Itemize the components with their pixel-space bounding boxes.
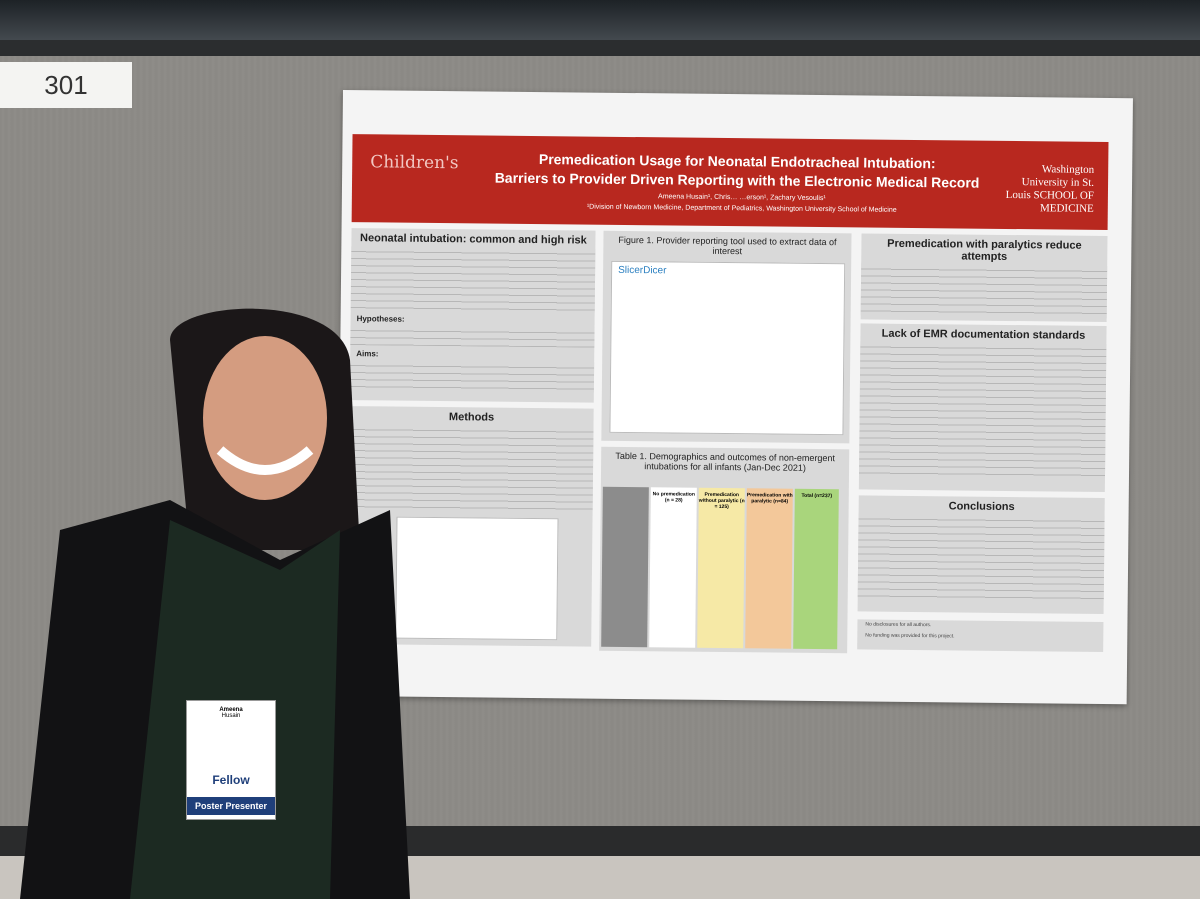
table1-caption: Table 1. Demographics and outcomes of no… (615, 450, 836, 473)
badge-role: Poster Presenter (187, 797, 275, 815)
washu-logo: Washington University in St. Louis SCHOO… (1005, 163, 1095, 215)
board-frame (0, 40, 1200, 58)
paralytics-panel: Premedication with paralytics reduce att… (860, 233, 1108, 323)
table1: No premedication (n = 28) Premedication … (601, 486, 843, 650)
name-badge: Ameena Husain Fellow Poster Presenter (186, 700, 276, 820)
table1-col-without: Premedication without paralytic (n = 125… (697, 487, 745, 649)
table1-col-with: Premedication with paralytic (n=84) (745, 488, 793, 649)
slicerdicer-label: SlicerDicer (618, 264, 667, 277)
disclosures-panel: No disclosures for all authors. No fundi… (857, 619, 1104, 652)
badge-surname: Husain (221, 713, 241, 719)
presenter-person (20, 308, 410, 899)
figure1-caption: Figure 1. Provider reporting tool used t… (618, 234, 837, 257)
table1-rowlabels (601, 486, 649, 648)
face (203, 336, 327, 500)
badge-title: Fellow (212, 773, 250, 787)
conclusions-panel: Conclusions (857, 495, 1105, 614)
slicerdicer-screenshot: SlicerDicer (609, 260, 846, 436)
poster-banner: Children's Premedication Usage for Neona… (351, 134, 1109, 231)
research-poster: Children's Premedication Usage for Neona… (336, 90, 1133, 705)
paralytics-heading: Premedication with paralytics reduce att… (887, 237, 1082, 263)
badge-name: Ameena (219, 707, 243, 713)
board-number: 301 (0, 62, 132, 108)
smile (216, 446, 314, 475)
table1-col-total: Total (n=237) (793, 488, 839, 650)
table1-col-none: No premedication (n = 28) (649, 487, 697, 648)
childrens-logo: Children's (370, 152, 459, 174)
emr-panel: Lack of EMR documentation standards (858, 323, 1107, 492)
poster-authors: Ameena Husain¹, Chris… …erson¹, Zachary … (586, 193, 897, 214)
figure1-panel: Figure 1. Provider reporting tool used t… (601, 230, 852, 444)
poster-title: Premedication Usage for Neonatal Endotra… (494, 151, 980, 191)
methods-screenshot (395, 516, 559, 641)
